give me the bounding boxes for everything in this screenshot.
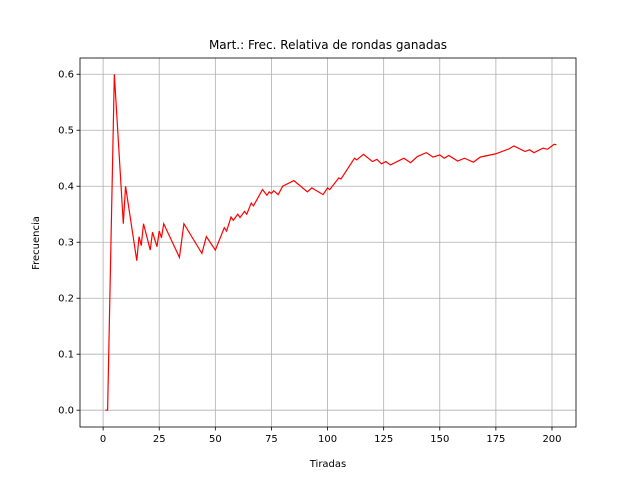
plot-frame [79, 57, 577, 428]
data-line [105, 74, 557, 411]
x-tick-label: 50 [209, 434, 222, 445]
y-tick-label: 0.5 [58, 126, 74, 137]
x-tick-label: 175 [486, 434, 505, 445]
x-tick-label: 125 [374, 434, 393, 445]
x-tick-label: 100 [318, 434, 337, 445]
y-tick-label: 0.4 [58, 182, 74, 193]
chart-title: Mart.: Frec. Relativa de rondas ganadas [209, 38, 447, 52]
y-axis-label: Frecuencia [31, 216, 42, 270]
y-tick-label: 0.1 [58, 350, 74, 361]
x-tick-label: 150 [430, 434, 449, 445]
x-tick-label: 75 [265, 434, 278, 445]
y-tick-label: 0.2 [58, 294, 74, 305]
x-tick-label: 0 [100, 434, 106, 445]
y-tick-label: 0.0 [58, 406, 74, 417]
x-tick-label: 25 [153, 434, 166, 445]
y-tick-label: 0.6 [58, 70, 74, 81]
x-tick-label: 200 [542, 434, 561, 445]
y-tick-label: 0.3 [58, 238, 74, 249]
x-axis-label: Tiradas [309, 459, 347, 470]
